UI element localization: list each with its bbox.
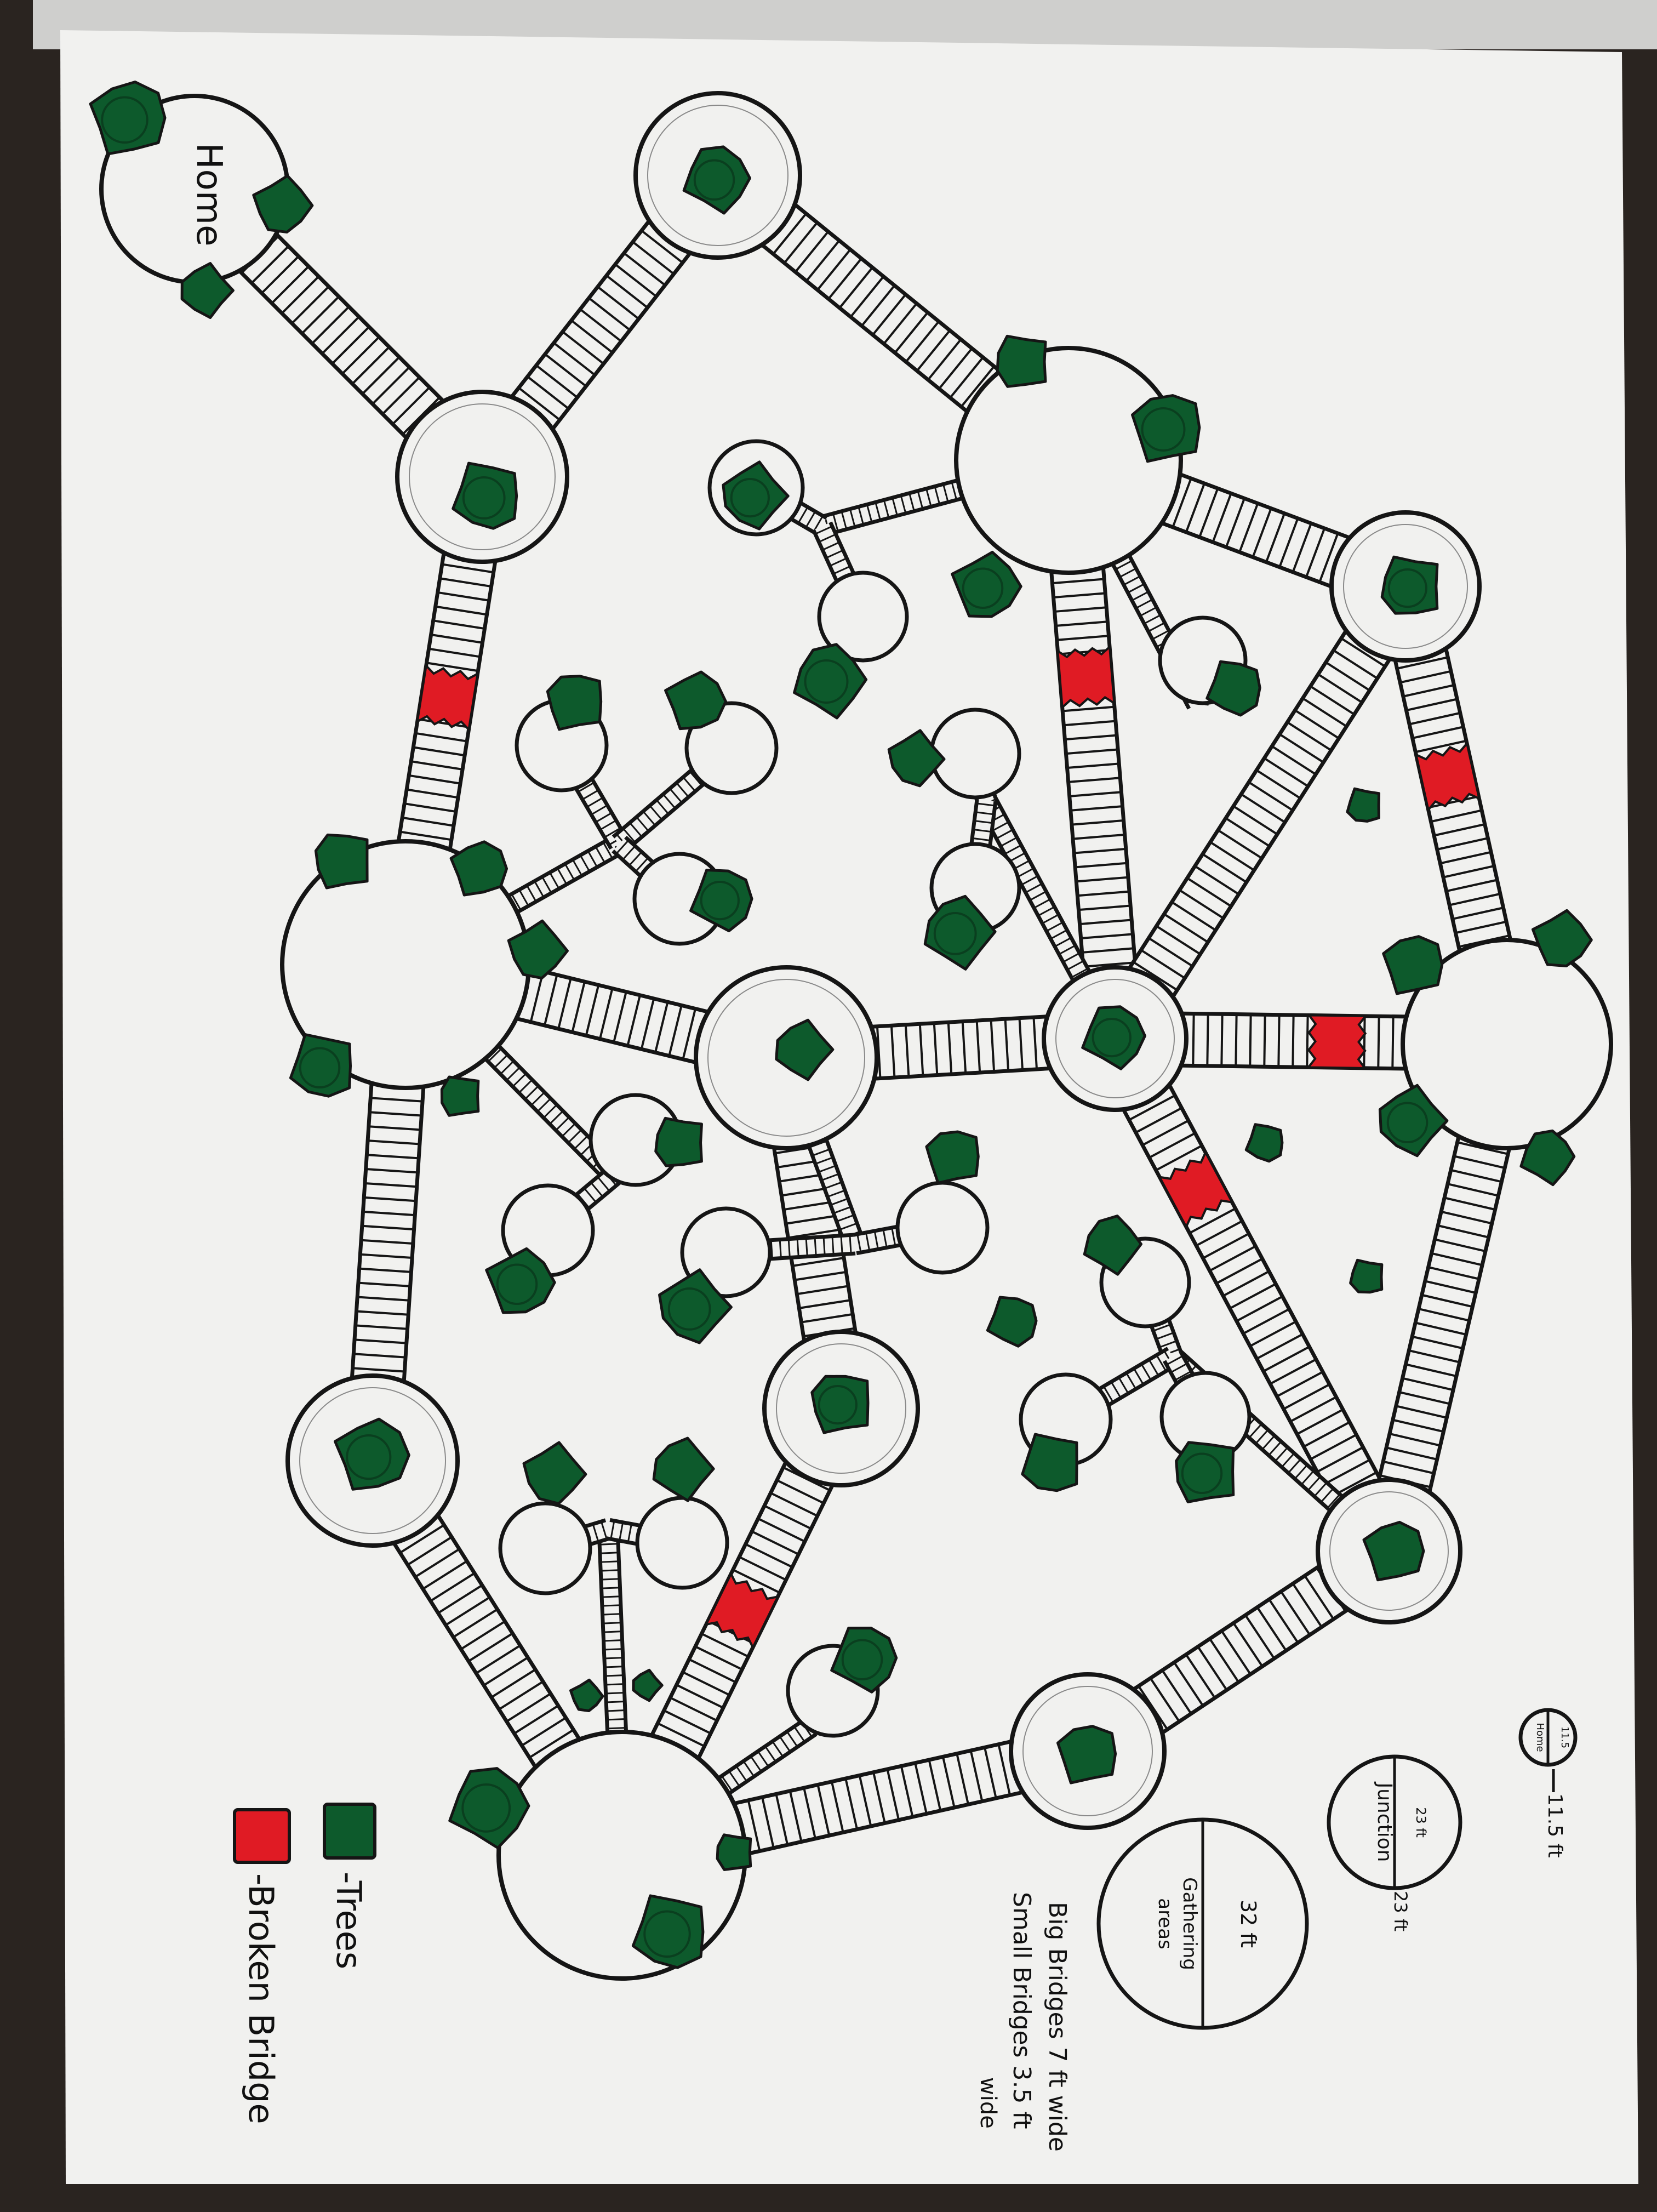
tree-icon <box>252 174 314 234</box>
broken-bridge-section <box>1056 645 1116 710</box>
tree-icon <box>1362 1520 1425 1582</box>
tree-icon <box>775 1018 835 1081</box>
key-bridge-note-2: Small Bridges 3.5 ft <box>1008 1892 1036 2129</box>
tree-icon <box>569 1678 604 1713</box>
tree-icon <box>1205 660 1261 717</box>
tree-icon <box>632 1668 664 1702</box>
tree-icon <box>448 1767 530 1850</box>
tree-icon <box>1021 1433 1078 1492</box>
tree-icon <box>1056 1725 1117 1785</box>
tree-icon <box>951 550 1022 618</box>
key-home-dimension: 11.5 ft <box>1544 1793 1566 1858</box>
tree-icon <box>289 1033 352 1098</box>
tree-icon <box>449 840 508 897</box>
tree-icon <box>1081 1005 1146 1070</box>
tree-icon <box>1175 1441 1235 1503</box>
tree-icon <box>1346 787 1381 823</box>
legend-trees-label: -Trees <box>329 1872 369 1969</box>
key-bridge-note-3: wide <box>975 2077 1001 2129</box>
tree-icon <box>1131 394 1201 463</box>
key-junction-value: 23 ft <box>1413 1807 1429 1838</box>
tree-icon <box>522 1441 587 1506</box>
key-junction-dimension: 23 ft <box>1390 1891 1411 1931</box>
broken-bridge-section <box>1306 1014 1368 1069</box>
tree-icon <box>180 262 235 320</box>
key-home-value: 11.5 <box>1559 1726 1570 1748</box>
key-bridge-note-1: Big Bridges 7 ft wide <box>1043 1902 1071 2152</box>
tree-icon <box>314 833 369 890</box>
tree-icon <box>652 1436 715 1502</box>
key-junction-label: Junction <box>1373 1781 1396 1862</box>
small-platform-7-1 <box>635 1496 729 1590</box>
tree-icon <box>887 729 946 788</box>
tree-icon <box>716 1833 752 1871</box>
tree-icon <box>507 919 569 980</box>
legend: -Trees -Broken Bridge <box>233 1803 376 2124</box>
tree-icon <box>546 675 603 731</box>
tree-icon <box>1382 935 1444 995</box>
tree-icon <box>682 145 751 215</box>
tree-icon <box>986 1296 1038 1348</box>
tree-icon <box>1519 1129 1576 1187</box>
scale-key: 11.5 Home 11.5 ft 23 ft Junction 23 ft 3… <box>975 1708 1578 2152</box>
legend-broken-bridge-label: -Broken Bridge <box>241 1873 281 2124</box>
broken-bridge-section <box>704 1571 780 1650</box>
tree-icon <box>1349 1258 1384 1294</box>
tree-icon <box>1378 1084 1449 1158</box>
tree-icon <box>89 80 167 156</box>
broken-bridge-section <box>416 663 479 732</box>
tree-icon <box>722 460 790 531</box>
small-platform-1-1 <box>684 701 779 795</box>
tree-icon <box>810 1375 870 1434</box>
tree-icon <box>664 670 727 731</box>
home-label: Home <box>188 143 229 247</box>
tree-icon <box>334 1417 410 1491</box>
broken-bridge-section <box>1157 1150 1235 1229</box>
tree-icon <box>793 643 868 720</box>
tree-icon <box>658 1268 733 1344</box>
tree-icon <box>631 1894 705 1969</box>
tree-icon <box>923 894 997 971</box>
tree-icon <box>1380 555 1439 615</box>
small-platform-2-0 <box>929 708 1021 800</box>
trees-layer <box>89 80 1593 1969</box>
tree-icon <box>830 1627 898 1694</box>
platform-g3 <box>1401 938 1613 1150</box>
tree-icon <box>654 1116 703 1167</box>
tree-icon <box>485 1247 556 1314</box>
broken-bridge-section <box>1414 741 1481 812</box>
tree-icon <box>1244 1123 1284 1163</box>
tree-icon <box>1083 1215 1142 1276</box>
platform-g4 <box>496 1730 747 1981</box>
small-platform-7-0 <box>498 1501 592 1595</box>
key-home-label: Home <box>1534 1723 1546 1752</box>
small-platform-0-1 <box>817 571 909 663</box>
tree-icon <box>689 868 753 932</box>
key-gathering-label-2: areas <box>1154 1898 1176 1949</box>
key-gathering-label: Gathering <box>1179 1877 1201 1970</box>
tree-icon <box>925 1130 980 1184</box>
platform-g1 <box>954 346 1183 575</box>
small-platform-5-1 <box>895 1181 990 1275</box>
tree-icon <box>1531 909 1593 968</box>
tree-icon <box>996 334 1047 388</box>
legend-broken-bridge-swatch <box>233 1808 291 1864</box>
bridge-j3-j5 <box>1092 571 1429 1054</box>
tree-icon <box>440 1075 480 1117</box>
legend-tree-swatch <box>323 1803 376 1860</box>
tree-icon <box>452 461 518 530</box>
key-gathering-value: 32 ft <box>1236 1900 1260 1948</box>
